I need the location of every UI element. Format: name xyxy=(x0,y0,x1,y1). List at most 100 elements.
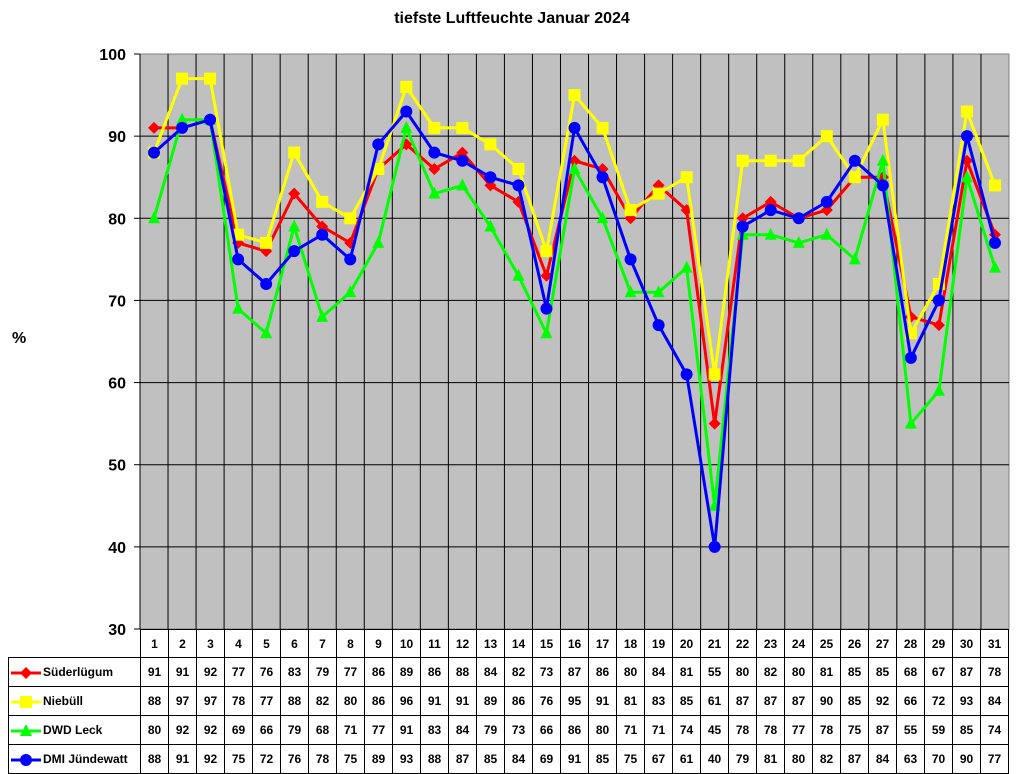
value-cell: 84 xyxy=(644,657,673,687)
value-cell: 71 xyxy=(336,715,365,745)
value-cell: 93 xyxy=(392,744,421,774)
series-name: DMI Jündewatt xyxy=(43,752,128,766)
series-name: Süderlügum xyxy=(43,665,114,679)
day-header: 9 xyxy=(364,629,393,658)
day-header: 3 xyxy=(196,629,225,658)
data-table: 1 2 3 4 5 6 7 8 9 10 11 12 13 14 15 16 17 18 19 20 21 22 23 24 2… xyxy=(8,629,1009,774)
value-cell: 87 xyxy=(868,715,897,745)
day-header: 11 xyxy=(420,629,449,658)
day-header: 30 xyxy=(952,629,981,658)
day-header: 26 xyxy=(840,629,869,658)
value-cell: 84 xyxy=(448,715,477,745)
value-cell: 78 xyxy=(756,715,785,745)
value-cell: 85 xyxy=(476,744,505,774)
table-row: DWD Leck 80 92 92 69 66 79 68 71 77 91 83 84 79 73 66 86… xyxy=(8,715,1009,745)
value-cell: 85 xyxy=(840,686,869,716)
value-cell: 66 xyxy=(896,686,925,716)
value-cell: 63 xyxy=(896,744,925,774)
value-cell: 78 xyxy=(980,657,1009,687)
y-tick-label: 100 xyxy=(99,47,126,64)
series-name: Niebüll xyxy=(43,694,84,708)
value-cell: 83 xyxy=(420,715,449,745)
value-cell: 79 xyxy=(280,715,309,745)
value-cell: 82 xyxy=(812,744,841,774)
value-cell: 61 xyxy=(700,686,729,716)
value-cell: 91 xyxy=(588,686,617,716)
value-cell: 91 xyxy=(168,657,197,687)
table-row: Süderlügum 91 91 92 77 76 83 79 77 86 89 86 88 84 82 73… xyxy=(8,657,1009,687)
series-niebüll xyxy=(148,72,1001,381)
plot-area xyxy=(139,53,1010,630)
day-header: 2 xyxy=(168,629,197,658)
value-cell: 78 xyxy=(728,715,757,745)
series-name: DWD Leck xyxy=(43,723,103,737)
value-cell: 67 xyxy=(644,744,673,774)
value-cell: 68 xyxy=(308,715,337,745)
value-cell: 71 xyxy=(644,715,673,745)
value-cell: 80 xyxy=(140,715,169,745)
value-cell: 84 xyxy=(476,657,505,687)
value-cell: 85 xyxy=(952,715,981,745)
day-header: 7 xyxy=(308,629,337,658)
value-cell: 78 xyxy=(308,744,337,774)
value-cell: 90 xyxy=(812,686,841,716)
value-cell: 82 xyxy=(756,657,785,687)
value-cell: 92 xyxy=(196,744,225,774)
day-header: 25 xyxy=(812,629,841,658)
value-cell: 86 xyxy=(588,657,617,687)
value-cell: 75 xyxy=(336,744,365,774)
value-cell: 78 xyxy=(812,715,841,745)
value-cell: 78 xyxy=(224,686,253,716)
day-header: 1 xyxy=(140,629,169,658)
y-tick-label: 30 xyxy=(108,622,126,639)
value-cell: 87 xyxy=(756,686,785,716)
value-cell: 85 xyxy=(672,686,701,716)
day-header: 18 xyxy=(616,629,645,658)
legend-key-icon xyxy=(11,666,41,679)
day-header: 28 xyxy=(896,629,925,658)
day-header: 5 xyxy=(252,629,281,658)
value-cell: 86 xyxy=(504,686,533,716)
value-cell: 86 xyxy=(560,715,589,745)
day-header: 10 xyxy=(392,629,421,658)
value-cell: 77 xyxy=(364,715,393,745)
value-cell: 59 xyxy=(924,715,953,745)
value-cell: 77 xyxy=(252,686,281,716)
value-cell: 80 xyxy=(588,715,617,745)
day-header: 17 xyxy=(588,629,617,658)
y-axis: 30 40 50 60 70 80 90 100 xyxy=(99,47,141,639)
value-cell: 97 xyxy=(196,686,225,716)
day-header: 24 xyxy=(784,629,813,658)
value-cell: 86 xyxy=(364,657,393,687)
value-cell: 83 xyxy=(280,657,309,687)
value-cell: 77 xyxy=(980,744,1009,774)
value-cell: 84 xyxy=(980,686,1009,716)
value-cell: 77 xyxy=(336,657,365,687)
value-cell: 88 xyxy=(140,744,169,774)
value-cell: 72 xyxy=(924,686,953,716)
value-cell: 85 xyxy=(868,657,897,687)
value-cell: 88 xyxy=(448,657,477,687)
table-row: DMI Jündewatt 88 91 92 75 72 76 78 75 89 93 88 87 85 8… xyxy=(8,744,1009,774)
value-cell: 82 xyxy=(504,657,533,687)
legend-key-icon xyxy=(11,695,41,708)
day-header: 13 xyxy=(476,629,505,658)
value-cell: 90 xyxy=(952,744,981,774)
value-cell: 45 xyxy=(700,715,729,745)
value-cell: 89 xyxy=(392,657,421,687)
value-cell: 97 xyxy=(168,686,197,716)
y-tick-label: 80 xyxy=(108,211,126,228)
value-cell: 87 xyxy=(784,686,813,716)
value-cell: 77 xyxy=(224,657,253,687)
value-cell: 79 xyxy=(476,715,505,745)
value-cell: 84 xyxy=(504,744,533,774)
value-cell: 61 xyxy=(672,744,701,774)
value-cell: 91 xyxy=(140,657,169,687)
y-tick-label: 70 xyxy=(108,293,126,310)
value-cell: 73 xyxy=(504,715,533,745)
value-cell: 40 xyxy=(700,744,729,774)
value-cell: 70 xyxy=(924,744,953,774)
value-cell: 72 xyxy=(252,744,281,774)
value-cell: 55 xyxy=(896,715,925,745)
series-lines xyxy=(148,72,1001,553)
